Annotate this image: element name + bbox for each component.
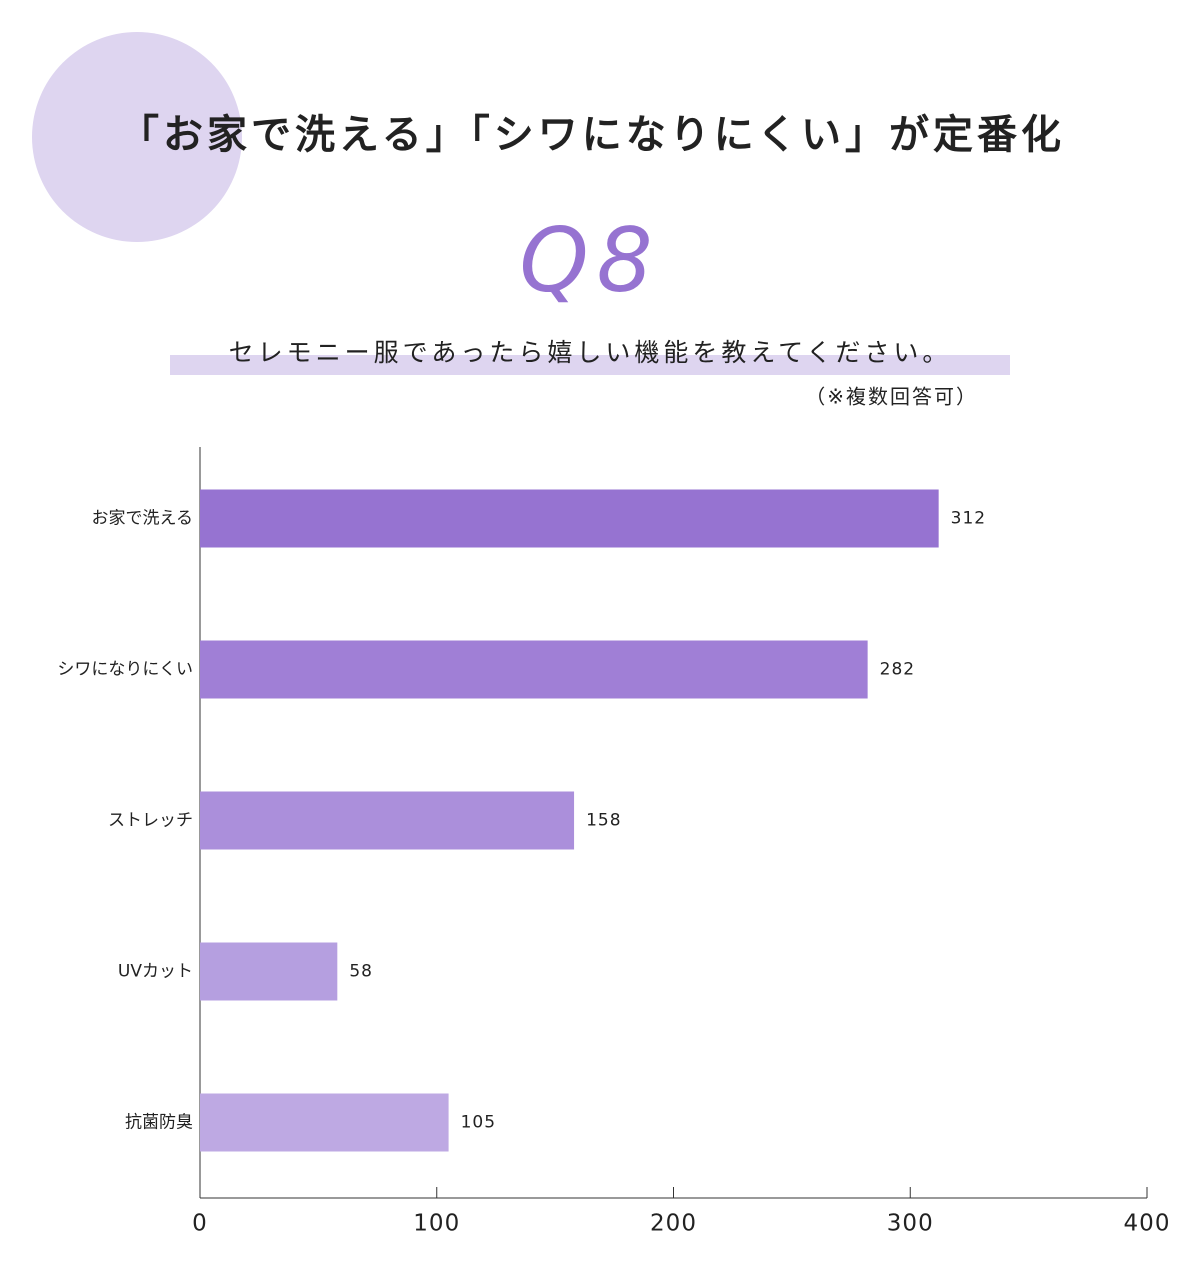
subtitle-highlight (170, 355, 1010, 375)
x-tick-label: 200 (650, 1211, 697, 1237)
subtitle: セレモニー服であったら嬉しい機能を教えてください。 (229, 338, 952, 367)
value-label: 58 (349, 962, 373, 982)
bar (200, 1093, 449, 1152)
bar (200, 942, 338, 1001)
x-tick-label: 0 (192, 1211, 208, 1237)
chart-title: 「お家で洗える」「シワになりにくい」が定番化 (119, 112, 1065, 158)
value-label: 312 (951, 509, 986, 529)
bar (200, 640, 868, 699)
y-tick-label: シワになりにくい (57, 660, 193, 680)
x-tick-label: 400 (1124, 1211, 1171, 1237)
y-tick-label: お家で洗える (92, 509, 194, 529)
value-label: 105 (461, 1113, 496, 1133)
value-label: 282 (880, 660, 915, 680)
bar (200, 791, 575, 850)
decor-circle (32, 32, 242, 242)
x-tick-label: 100 (413, 1211, 460, 1237)
y-tick-label: UVカット (118, 962, 193, 982)
note: （※複数回答可） (805, 385, 978, 409)
y-tick-label: ストレッチ (108, 811, 193, 831)
question-number: Q8 (519, 209, 660, 312)
x-tick-label: 300 (887, 1211, 934, 1237)
value-label: 158 (586, 811, 621, 831)
y-tick-label: 抗菌防臭 (125, 1113, 193, 1133)
bar (200, 489, 939, 548)
